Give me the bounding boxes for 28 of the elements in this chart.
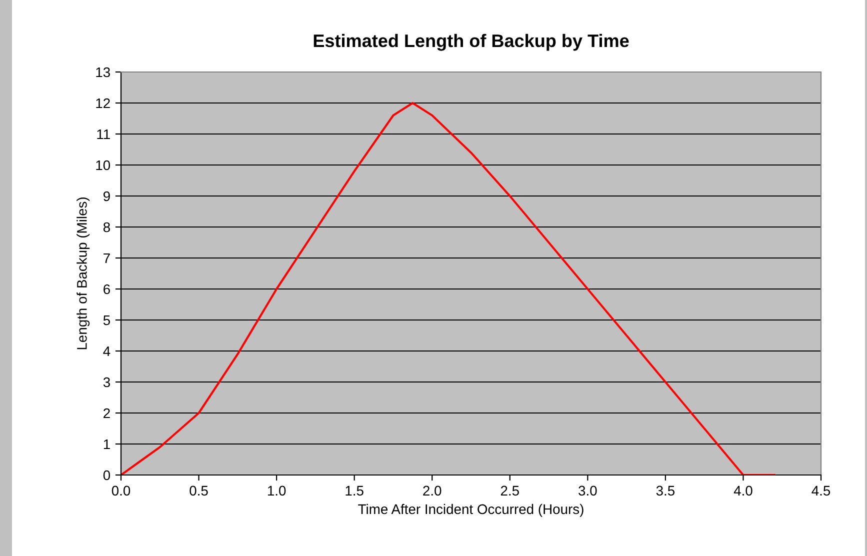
x-tick-label: 0.5 [190,486,208,496]
x-tick-label: 4.0 [734,486,752,496]
chart-title: Estimated Length of Backup by Time [314,34,629,51]
x-tick-label: 3.5 [656,486,675,496]
x-tick-label: 0.0 [112,486,130,496]
y-tick-label: 0 [103,470,110,480]
y-tick-label: 2 [104,408,110,418]
y-tick-label: 10 [96,160,110,170]
y-tick-label: 9 [104,191,110,202]
y-tick-label: 7 [104,253,110,264]
y-tick-label: 8 [103,222,110,232]
x-axis-title: Time After Incident Occurred (Hours) [358,504,584,517]
y-tick-label: 4 [103,346,110,356]
y-tick-label: 12 [96,98,110,108]
x-tick-label: 2.0 [423,486,442,496]
x-tick-label: 1.0 [268,486,286,496]
x-tick-label: 4.5 [812,486,830,496]
y-tick-label: 5 [103,315,110,326]
y-tick-label: 1 [104,439,110,450]
y-tick-label: 6 [104,284,110,294]
x-tick-label: 3.0 [578,486,597,496]
x-tick-label: 1.5 [346,486,364,496]
y-axis-title: Length of Backup (Miles) [76,198,90,350]
y-tick-label: 13 [96,67,110,78]
y-tick-label: 3 [103,377,110,388]
line-series [121,102,776,475]
y-tick-label: 11 [97,129,110,140]
x-tick-label: 2.5 [500,486,519,496]
